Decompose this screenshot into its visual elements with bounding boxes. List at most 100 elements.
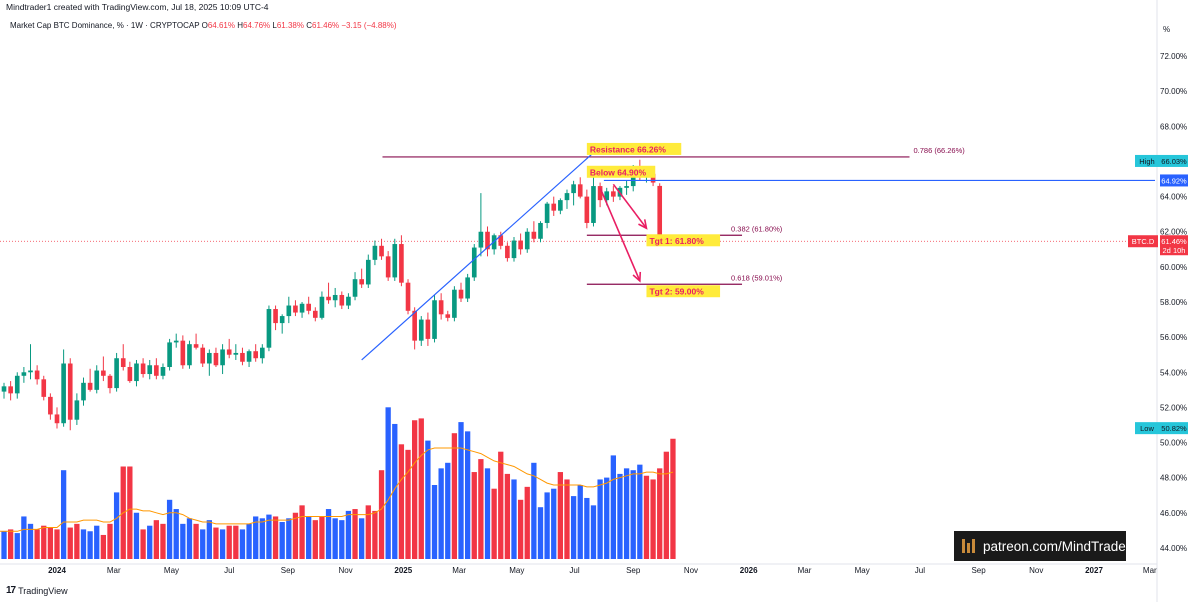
x-tick-label: May (509, 566, 524, 575)
volume-bar (100, 534, 107, 559)
volume-bar (359, 518, 365, 559)
candle-body (518, 240, 523, 250)
candle-body (306, 303, 311, 311)
candle-body (273, 309, 278, 324)
annotation-text: Resistance 66.26% (590, 144, 667, 154)
y-tick-label: 64.00% (1160, 193, 1187, 202)
symbol-ohlc-legend: Market Cap BTC Dominance, % · 1W · CRYPT… (10, 21, 397, 30)
volume-bar (392, 423, 398, 559)
volume-bar (299, 505, 305, 559)
volume-bar (1, 531, 7, 559)
uptrend-line (361, 152, 594, 361)
volume-bar (206, 520, 212, 559)
candle-body (14, 375, 20, 394)
candle-body (94, 370, 100, 390)
volume-bar (166, 499, 173, 559)
chart-credit: Mindtrader1 created with TradingView.com… (6, 2, 269, 12)
volume-bar (378, 470, 385, 559)
x-tick-label: 2024 (48, 566, 66, 575)
volume-bar (186, 518, 193, 559)
annotation-label: Tgt 2: 59.00% (646, 285, 721, 298)
candle-body (412, 310, 417, 341)
volume-bar (544, 492, 550, 559)
volume-bar (87, 531, 93, 559)
volume-bar (213, 527, 219, 559)
volume-bar (107, 523, 113, 559)
volume-bar (325, 509, 332, 559)
candle-body (326, 296, 331, 301)
symbol-title: Market Cap BTC Dominance, % · 1W · CRYPT… (10, 21, 200, 30)
volume-bar (385, 407, 391, 559)
volume-bar (200, 529, 206, 559)
candle-body (226, 349, 232, 355)
y-tick-label: 68.00% (1160, 122, 1187, 131)
volume-bar (524, 486, 530, 559)
candle-body (140, 363, 146, 375)
candle-body (160, 367, 166, 376)
annotation-label: Resistance 66.26% (586, 142, 682, 155)
candle-body (346, 296, 351, 306)
level-tag-value-bg (1160, 174, 1188, 187)
candle-body (286, 305, 292, 317)
candle-body (213, 352, 219, 366)
level-tag: 64.92% (1160, 174, 1188, 187)
volume-bar (564, 479, 570, 559)
candle-body (432, 300, 437, 339)
y-tick-label: 48.00% (1160, 474, 1187, 483)
candle-body (299, 303, 305, 313)
volume-bar (292, 512, 299, 559)
candle-body (34, 370, 40, 380)
price-axis[interactable]: %72.00%70.00%68.00%66.00%64.00%62.00%60.… (1128, 25, 1188, 553)
volume-bar (312, 520, 318, 559)
annotation-bg (646, 234, 721, 247)
candle-body (167, 342, 172, 368)
low-label: L (272, 21, 277, 30)
candle-body (524, 231, 530, 250)
volume-bar (219, 529, 226, 559)
candle-body (173, 340, 179, 343)
candle-body (147, 365, 153, 375)
high-tag-value: 66.03% (1161, 157, 1187, 166)
volume-bar (458, 422, 464, 559)
candle-body (458, 289, 464, 299)
volume-bar (140, 529, 146, 559)
patreon-watermark: patreon.com/MindTrader (954, 531, 1130, 561)
candle-body (425, 319, 431, 339)
volume-bar (504, 473, 511, 559)
time-axis[interactable]: 2024 Mar May Jul Sep Nov 2025 Mar May Jul Sep Nov 20… (48, 566, 1157, 575)
volume-bar (332, 518, 338, 559)
low-value: 61.38% (276, 21, 304, 30)
volume-bar (617, 473, 623, 559)
candle-body (452, 289, 457, 318)
candle-body (67, 363, 73, 420)
volume-bar (531, 462, 537, 559)
target-arrow (612, 183, 648, 229)
change-value: −3.15 (−4.88%) (341, 21, 397, 30)
close-value: 61.46% (312, 21, 340, 30)
volume-bar (650, 479, 656, 559)
volume-bar (670, 438, 676, 559)
volume-bar (127, 466, 133, 559)
x-tick-label: May (164, 566, 179, 575)
volume-bar (637, 464, 643, 559)
candle-body (604, 191, 610, 201)
tradingview-logo[interactable]: 17 TradingView (6, 585, 68, 596)
volume-bar (160, 523, 166, 559)
candle-body (266, 309, 272, 348)
candle-body (365, 259, 371, 285)
candle-body (312, 310, 318, 318)
candle-body (260, 347, 265, 359)
candle-body (650, 173, 656, 183)
x-tick-label: Mar (1143, 566, 1157, 575)
volume-bar (623, 468, 630, 559)
candle-body (657, 185, 663, 242)
x-tick-label: Mar (452, 566, 466, 575)
volume-bar (498, 451, 504, 559)
volume-bar (663, 451, 669, 559)
low-tag-value-bg (1160, 422, 1188, 435)
target-arrow (599, 187, 641, 282)
annotation-text: Tgt 1: 61.80% (649, 236, 704, 246)
candle-body (319, 296, 325, 318)
volume-bar (7, 529, 14, 559)
